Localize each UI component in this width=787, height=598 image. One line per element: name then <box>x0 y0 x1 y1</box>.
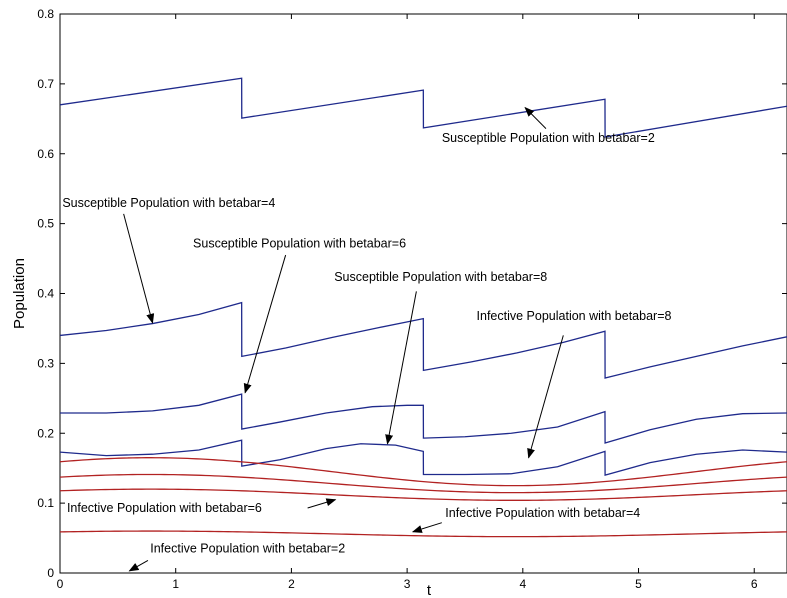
annotation-arrow <box>524 106 547 129</box>
y-axis-label: Population <box>11 258 28 329</box>
annotation-arrow <box>385 291 417 445</box>
annotation-arrow <box>307 498 337 509</box>
x-tick-label: 1 <box>172 577 179 591</box>
annotation-arrow <box>411 522 442 533</box>
y-tick-label: 0.5 <box>37 217 54 231</box>
annotation-label: Susceptible Population with betabar=2 <box>442 131 655 145</box>
x-tick-label: 3 <box>404 577 411 591</box>
susceptible-series-line-3 <box>60 393 787 444</box>
y-tick-label: 0.4 <box>37 287 54 301</box>
susceptible-series-line-2 <box>60 301 787 379</box>
annotation-label: Susceptible Population with betabar=6 <box>193 236 406 250</box>
y-tick-label: 0.7 <box>37 77 54 91</box>
y-tick-label: 0.6 <box>37 147 54 161</box>
annotation-arrow <box>128 559 149 572</box>
y-tick-label: 0 <box>47 566 54 580</box>
y-tick-label: 0.1 <box>37 496 54 510</box>
annotation-arrow <box>243 254 287 394</box>
x-tick-label: 2 <box>288 577 295 591</box>
annotation-label: Infective Population with betabar=4 <box>445 506 640 520</box>
x-tick-label: 0 <box>57 577 64 591</box>
y-tick-label: 0.3 <box>37 356 54 370</box>
annotation-label: Infective Population with betabar=6 <box>67 501 262 515</box>
annotation-arrow <box>527 335 564 459</box>
annotations: Susceptible Population with betabar=2 Sus… <box>62 106 672 572</box>
annotation-arrow <box>123 213 155 324</box>
infective-series-line-6 <box>60 473 787 494</box>
infective-series-line-5 <box>60 457 787 487</box>
axis-ticks: 0 1 2 3 4 5 6 0 0.1 0.2 0.3 0.4 0.5 0.6 0.7 0.8 <box>37 7 787 591</box>
susceptible-series-line-4 <box>60 439 787 477</box>
annotation-label: Infective Population with betabar=8 <box>477 309 672 323</box>
susceptible-series-line-1 <box>60 77 787 138</box>
infective-series-line-7 <box>60 488 787 501</box>
series-lines <box>60 77 787 538</box>
infective-series-line-8 <box>60 530 787 538</box>
x-tick-label: 5 <box>635 577 642 591</box>
x-tick-label: 6 <box>751 577 758 591</box>
y-tick-label: 0.2 <box>37 426 54 440</box>
x-axis-label: t <box>427 582 432 598</box>
x-tick-label: 4 <box>519 577 526 591</box>
y-tick-label: 0.8 <box>37 7 54 21</box>
annotation-label: Susceptible Population with betabar=8 <box>334 270 547 284</box>
annotation-label: Susceptible Population with betabar=4 <box>62 196 275 210</box>
annotation-label: Infective Population with betabar=2 <box>150 542 345 556</box>
